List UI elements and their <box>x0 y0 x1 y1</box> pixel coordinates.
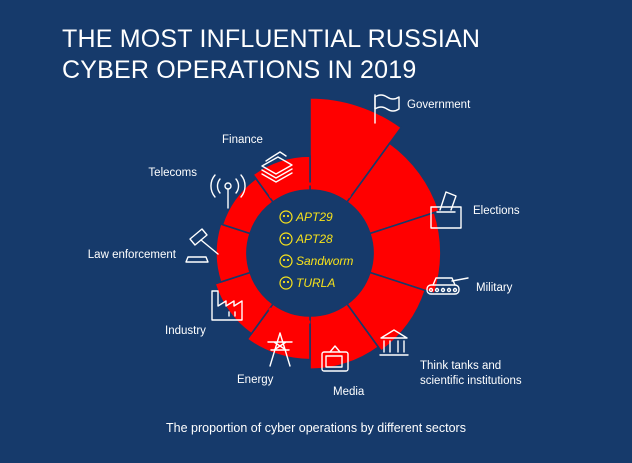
power-pylon-icon <box>267 332 293 367</box>
skull-eye <box>286 280 290 284</box>
center-hole <box>247 190 373 316</box>
sector-label-energy: Energy <box>237 374 274 386</box>
sector-labels: Government Elections Military Think tanks a… <box>88 99 522 398</box>
apt-group-list: APT29 APT28 Sandworm TURLA <box>279 210 353 290</box>
title-line-2: CYBER OPERATIONS IN 2019 <box>62 56 417 84</box>
group-apt29: APT29 <box>279 210 333 224</box>
skull-icon <box>279 232 293 246</box>
group-label: APT28 <box>295 232 333 246</box>
flag-icon <box>374 94 400 124</box>
sector-label-military: Military <box>476 282 513 294</box>
group-label: TURLA <box>296 276 335 290</box>
chart-title: THE MOST INFLUENTIAL RUSSIAN CYBER OPERA… <box>62 24 480 86</box>
tv-icon <box>321 345 349 372</box>
gavel-icon <box>185 228 219 263</box>
skull-icon <box>279 276 293 290</box>
skull-eye <box>286 214 290 218</box>
sector-label-industry: Industry <box>165 325 206 337</box>
sector-label-think-tanks-and-scientific-institutions: Think tanks and scientific institutions <box>420 360 522 387</box>
inner-ring <box>239 182 381 324</box>
sector-label-law-enforcement: Law enforcement <box>88 249 177 261</box>
sector-label-telecoms: Telecoms <box>148 167 197 179</box>
skull-eye <box>282 280 286 284</box>
tank-icon <box>426 277 469 295</box>
group-label: APT29 <box>295 210 333 224</box>
title-line-1: THE MOST INFLUENTIAL RUSSIAN <box>62 25 481 53</box>
group-label: Sandworm <box>296 254 353 268</box>
building-columns-icon <box>379 329 409 356</box>
sector-label-media: Media <box>333 386 365 398</box>
skull-eye <box>282 258 286 262</box>
skull-eye <box>282 214 286 218</box>
skull-eye <box>282 236 286 240</box>
sector-icons <box>185 94 469 372</box>
group-sandworm: Sandworm <box>279 254 353 268</box>
skull-icon <box>279 254 293 268</box>
chart-caption: The proportion of cyber operations by di… <box>166 421 466 435</box>
skull-icon <box>279 210 293 224</box>
sector-label-finance: Finance <box>222 134 263 146</box>
group-apt28: APT28 <box>279 232 333 246</box>
skull-eye <box>286 236 290 240</box>
ballot-box-icon <box>430 191 462 229</box>
group-turla: TURLA <box>279 276 335 290</box>
sector-label-elections: Elections <box>473 205 520 217</box>
skull-eye <box>286 258 290 262</box>
antenna-icon <box>210 174 246 209</box>
sector-label-government: Government <box>407 99 471 111</box>
money-stack-icon <box>261 151 293 183</box>
factory-icon <box>211 290 243 321</box>
